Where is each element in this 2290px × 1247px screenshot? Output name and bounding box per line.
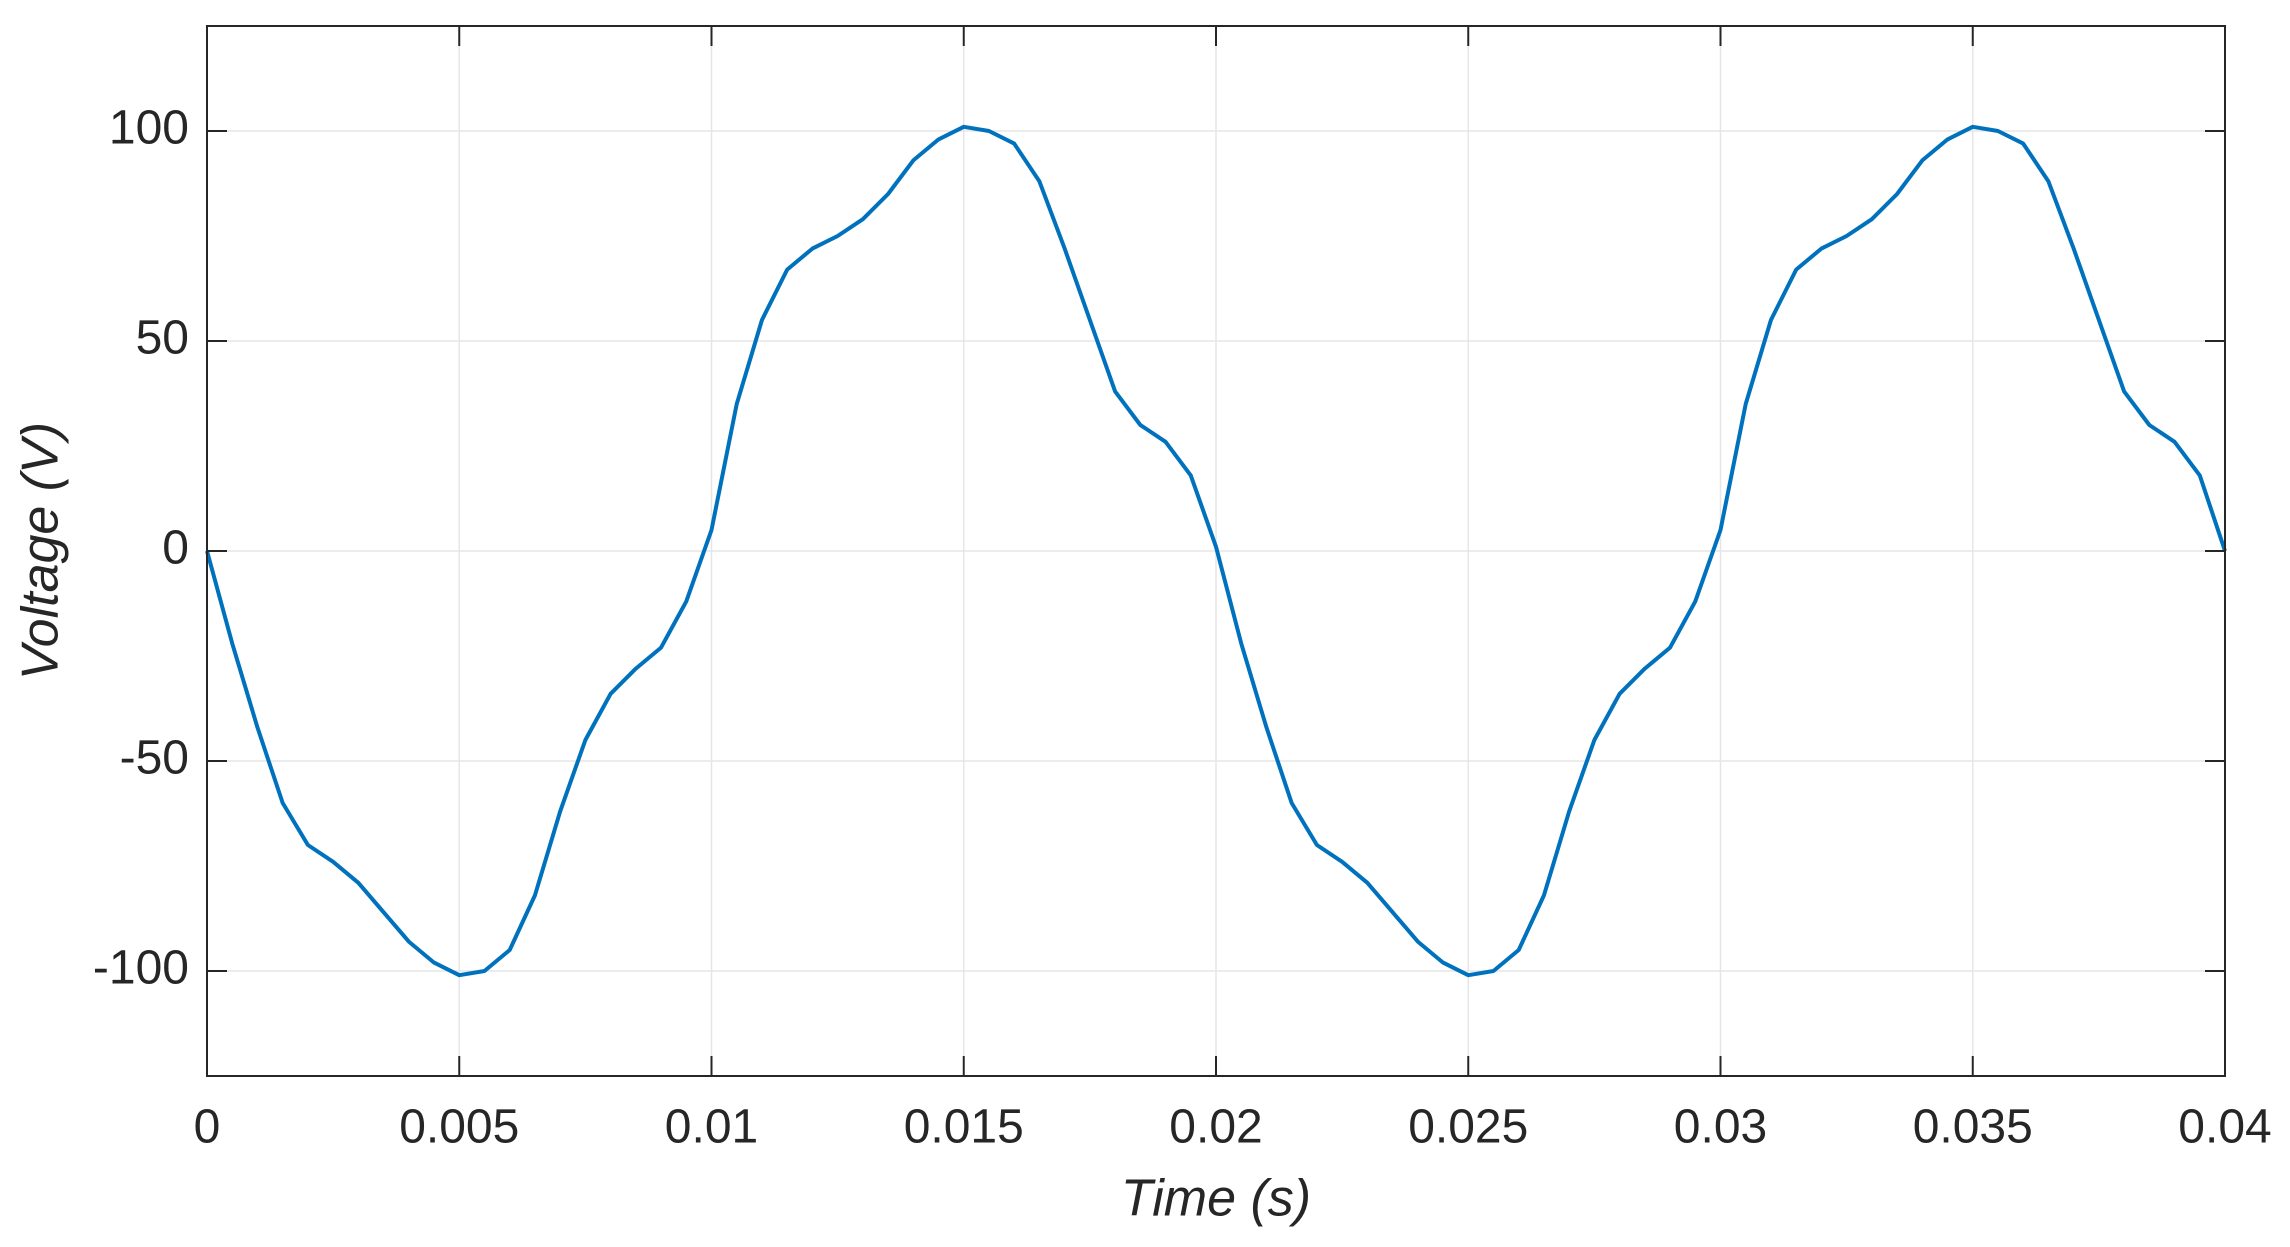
y-tick-label: -100 (93, 942, 189, 995)
y-tick-label: 0 (162, 522, 189, 575)
x-tick-label: 0.035 (1913, 1101, 2033, 1154)
plot (205, 124, 2227, 978)
x-axis-label: Time (s) (1121, 1170, 1311, 1228)
y-tick-label: 50 (136, 312, 189, 365)
y-axis-label: Voltage (V) (12, 422, 70, 680)
x-tick-label: 0.025 (1408, 1101, 1528, 1154)
x-tick-label: 0.005 (399, 1101, 519, 1154)
x-tick-label: 0 (194, 1101, 221, 1154)
x-tick-label: 0.02 (1169, 1101, 1262, 1154)
data-line (205, 124, 2227, 978)
x-tick-label: 0.01 (665, 1101, 758, 1154)
y-tick-label: -50 (120, 732, 189, 785)
x-tick-label: 0.04 (2178, 1101, 2271, 1154)
x-tick-label: 0.015 (904, 1101, 1024, 1154)
y-tick-label: 100 (109, 102, 189, 155)
x-tick-label: 0.03 (1674, 1101, 1767, 1154)
